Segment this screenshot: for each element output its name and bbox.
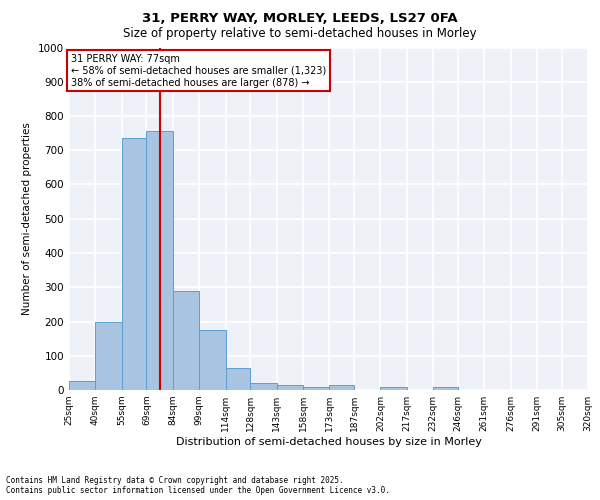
Bar — [277, 385, 303, 390]
Bar — [69, 382, 95, 390]
Bar — [199, 330, 226, 390]
Bar — [226, 368, 250, 390]
Text: Contains HM Land Registry data © Crown copyright and database right 2025.
Contai: Contains HM Land Registry data © Crown c… — [6, 476, 390, 495]
Bar — [433, 388, 458, 390]
Bar — [329, 385, 354, 390]
Bar — [146, 132, 173, 390]
Bar — [303, 386, 329, 390]
Bar — [173, 290, 199, 390]
Text: 31, PERRY WAY, MORLEY, LEEDS, LS27 0FA: 31, PERRY WAY, MORLEY, LEEDS, LS27 0FA — [142, 12, 458, 26]
Y-axis label: Number of semi-detached properties: Number of semi-detached properties — [22, 122, 32, 315]
Bar — [95, 322, 122, 390]
Text: 31 PERRY WAY: 77sqm
← 58% of semi-detached houses are smaller (1,323)
38% of sem: 31 PERRY WAY: 77sqm ← 58% of semi-detach… — [71, 54, 326, 88]
Text: Size of property relative to semi-detached houses in Morley: Size of property relative to semi-detach… — [123, 28, 477, 40]
Bar — [122, 138, 146, 390]
Bar — [250, 383, 277, 390]
Bar — [380, 388, 407, 390]
X-axis label: Distribution of semi-detached houses by size in Morley: Distribution of semi-detached houses by … — [176, 437, 481, 447]
